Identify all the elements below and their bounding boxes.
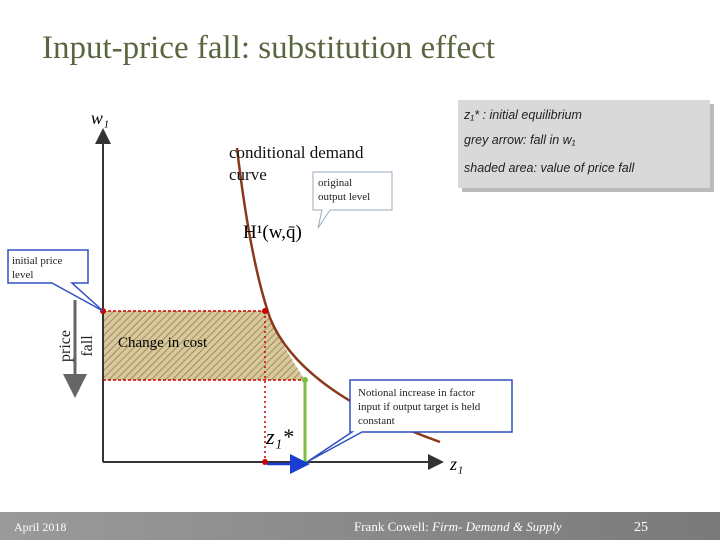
footer-author: Frank Cowell: Firm- Demand & Supply: [354, 519, 562, 534]
legend-item: grey arrow: fall in w₁: [464, 133, 576, 147]
y-axis-label: w₁: [91, 108, 109, 128]
legend-item: z₁* : initial equilibrium: [463, 108, 582, 122]
footer-author: Frank Cowell:: [354, 519, 429, 534]
callout-text: input if output target is held: [358, 401, 481, 413]
function-label: H¹(w,q̄): [243, 222, 302, 243]
footer-bar: [0, 512, 720, 540]
callout: [7, 249, 104, 312]
callout-text: level: [12, 269, 33, 281]
callout-text: output level: [318, 191, 370, 203]
point: [302, 377, 308, 383]
callout: [312, 171, 393, 229]
change-in-cost: Change in cost: [118, 335, 208, 351]
x-axis-label: z₁: [449, 454, 463, 474]
footer-subject: Firm- Demand & Supply: [431, 519, 562, 534]
curve-label: curve: [229, 165, 267, 184]
curve-label: conditional demand: [229, 143, 364, 162]
callout-text: constant: [358, 415, 395, 427]
title: Input-price fall: substitution effect: [42, 30, 495, 66]
page-number: 25: [634, 520, 648, 535]
point: [262, 459, 268, 465]
callout-text: original: [318, 177, 352, 189]
callout: [306, 379, 513, 463]
legend-item: shaded area: value of price fall: [464, 161, 635, 175]
callout-text: Notional increase in factor: [358, 387, 475, 399]
price-fall-label: fall: [79, 335, 96, 357]
equilibrium-label: z₁*: [265, 424, 293, 449]
price-fall-label: price: [57, 330, 74, 362]
callout-text: initial price: [12, 255, 63, 267]
point: [262, 308, 268, 314]
footer-date: April 2018: [14, 520, 66, 534]
legend-box: [458, 100, 710, 188]
shaded-area: [103, 311, 305, 380]
